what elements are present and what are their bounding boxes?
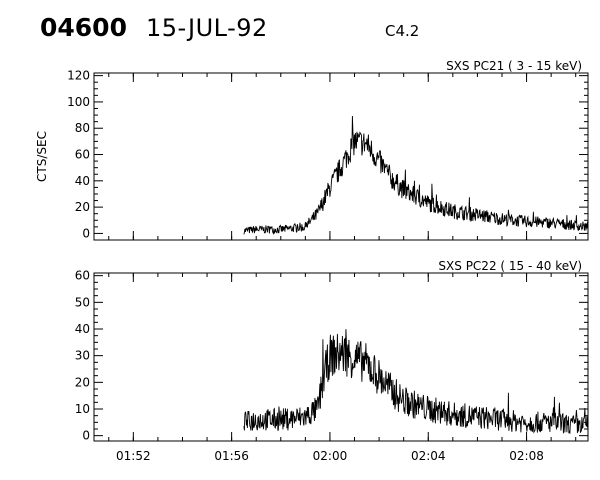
event-date: 15-JUL-92	[146, 14, 268, 42]
plot-title: SXS PC21 ( 3 - 15 keV)	[446, 59, 582, 73]
x-tick-label: 02:08	[509, 449, 544, 463]
event-id: 04600	[40, 13, 127, 42]
plot-panel-1: SXS PC21 ( 3 - 15 keV) 0 20 40 60 80 100 120 CTS…	[35, 59, 589, 241]
y-tick-label: 40	[75, 322, 90, 336]
y-tick-label: 120	[67, 69, 90, 83]
y-tick-label: 10	[75, 402, 90, 416]
plot-frame	[93, 272, 589, 442]
plot-frame	[93, 72, 589, 241]
plot-title: SXS PC22 ( 15 - 40 keV)	[438, 259, 582, 273]
y-tick-label: 60	[75, 269, 90, 283]
flare-class: C4.2	[385, 22, 420, 40]
x-tick-label: 02:00	[313, 449, 348, 463]
y-axis-label: CTS/SEC	[35, 131, 49, 182]
y-tick-label: 20	[75, 375, 90, 389]
y-tick-label: 60	[75, 148, 90, 162]
y-tick-label: 20	[75, 200, 90, 214]
x-tick-label: 01:52	[116, 449, 151, 463]
series-line	[243, 115, 589, 235]
series-line	[243, 329, 589, 435]
y-tick-label: 0	[82, 429, 90, 443]
y-tick-label: 40	[75, 174, 90, 188]
y-tick-label: 50	[75, 295, 90, 309]
y-tick-label: 80	[75, 121, 90, 135]
y-tick-label: 100	[67, 95, 90, 109]
plot-panel-2: SXS PC22 ( 15 - 40 keV) 0 10 20 30 40 50 60 01:5…	[75, 259, 589, 463]
x-tick-label: 01:56	[214, 449, 249, 463]
y-tick-label: 30	[75, 349, 90, 363]
x-tick-label: 02:04	[411, 449, 446, 463]
y-tick-label: 0	[82, 226, 90, 240]
